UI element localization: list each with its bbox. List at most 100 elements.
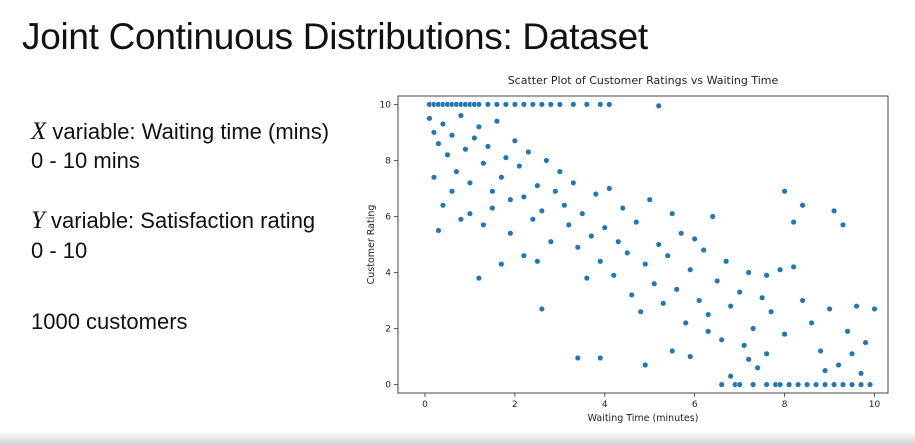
y-symbol: Y	[31, 207, 45, 234]
scatter-point	[822, 367, 829, 374]
x-tick-label: 4	[602, 400, 608, 410]
scatter-point	[529, 216, 536, 223]
scatter-point	[768, 308, 775, 315]
scatter-point	[448, 132, 455, 139]
scatter-point	[475, 123, 482, 130]
scatter-point	[507, 196, 514, 203]
scatter-point	[839, 221, 847, 228]
scatter-point	[484, 143, 491, 150]
scatter-point	[669, 210, 676, 217]
scatter-point	[673, 286, 680, 293]
scatter-point	[718, 381, 725, 388]
scatter-point	[799, 297, 806, 304]
scatter-point	[655, 241, 662, 248]
plot-frame	[397, 95, 889, 394]
scatter-point	[682, 319, 689, 327]
scatter-point	[822, 381, 829, 388]
scatter-point	[790, 263, 797, 270]
x-tick-label: 8	[782, 400, 788, 410]
scatter-point	[745, 356, 752, 363]
scatter-point	[475, 275, 482, 282]
scatter-point	[646, 196, 653, 203]
scatter-point	[610, 272, 617, 279]
scatter-point	[628, 291, 635, 298]
scatter-point	[655, 102, 662, 109]
scatter-chart: Scatter Plot of Customer Ratings vs Wait…	[366, 74, 889, 424]
scatter-point	[588, 233, 595, 240]
scatter-point	[493, 118, 500, 125]
scatter-point	[543, 157, 550, 164]
x-variable-line: X variable: Waiting time (mins)	[31, 118, 329, 146]
scatter-point	[570, 179, 577, 186]
scatter-point	[750, 381, 757, 388]
bottom-shade	[0, 431, 915, 445]
scatter-point	[430, 129, 438, 136]
scatter-point	[520, 101, 527, 108]
scatter-point	[817, 347, 824, 355]
scatter-point	[813, 381, 820, 388]
scatter-point	[786, 381, 793, 388]
scatter-point	[435, 227, 442, 234]
scatter-point	[448, 188, 455, 195]
scatter-point	[601, 224, 608, 231]
scatter-point	[615, 238, 622, 245]
scatter-point	[741, 342, 748, 349]
scatter-point	[660, 300, 667, 307]
scatter-point	[556, 168, 563, 175]
y-tick-label: 6	[385, 212, 391, 222]
y-tick-label: 10	[380, 100, 392, 110]
scatter-point	[439, 120, 447, 128]
x-tick-label: 0	[422, 400, 428, 410]
y-axis-label: Customer Rating	[366, 205, 377, 285]
scatter-point	[525, 148, 532, 156]
scatter-point	[862, 339, 869, 346]
scatter-point	[606, 101, 613, 108]
scatter-point	[781, 188, 788, 195]
scatter-point	[511, 101, 518, 108]
scatter-point	[597, 354, 604, 362]
x-symbol: X	[31, 118, 47, 145]
x-range-text: 0 - 10 mins	[31, 148, 140, 173]
scatter-point	[493, 101, 500, 108]
scatter-point	[853, 303, 860, 310]
scatter-point	[565, 221, 572, 228]
scatter-point	[781, 331, 788, 338]
scatter-point	[556, 101, 563, 108]
scatter-point	[736, 381, 743, 388]
scatter-point	[489, 205, 496, 212]
scatter-point	[484, 101, 491, 108]
chart-title: Scatter Plot of Customer Ratings vs Wait…	[508, 74, 779, 87]
scatter-point	[848, 381, 856, 388]
scatter-point	[547, 238, 554, 245]
scatter-point	[516, 162, 523, 170]
scatter-point	[520, 193, 527, 200]
scatter-point	[561, 202, 568, 209]
scatter-point	[826, 305, 833, 312]
scatter-point	[736, 289, 743, 296]
scatter-point	[579, 210, 586, 217]
scatter-point	[534, 182, 541, 189]
scatter-point	[857, 381, 865, 388]
scatter-point	[795, 381, 802, 388]
scatter-point	[808, 319, 815, 327]
scatter-point	[642, 361, 649, 369]
scatter-point	[435, 140, 442, 147]
customer-count-text: 1000 customers	[31, 309, 188, 334]
scatter-point	[619, 205, 626, 212]
scatter-point	[534, 258, 541, 265]
scatter-point	[709, 213, 716, 220]
scatter-point	[705, 328, 712, 335]
scatter-point	[574, 354, 581, 362]
scatter-point	[700, 247, 707, 254]
scatter-point	[511, 137, 518, 144]
scatter-point	[538, 207, 545, 214]
scatter-point	[642, 261, 649, 268]
scatter-point	[857, 370, 865, 377]
scatter-point	[570, 101, 577, 108]
scatter-point	[718, 336, 725, 343]
scatter-point	[592, 191, 599, 198]
slide-title: Joint Continuous Distributions: Dataset	[22, 16, 648, 57]
scatter-point	[538, 101, 545, 108]
scatter-point	[831, 207, 838, 214]
y-variable-line: Y variable: Satisfaction rating	[31, 207, 315, 235]
